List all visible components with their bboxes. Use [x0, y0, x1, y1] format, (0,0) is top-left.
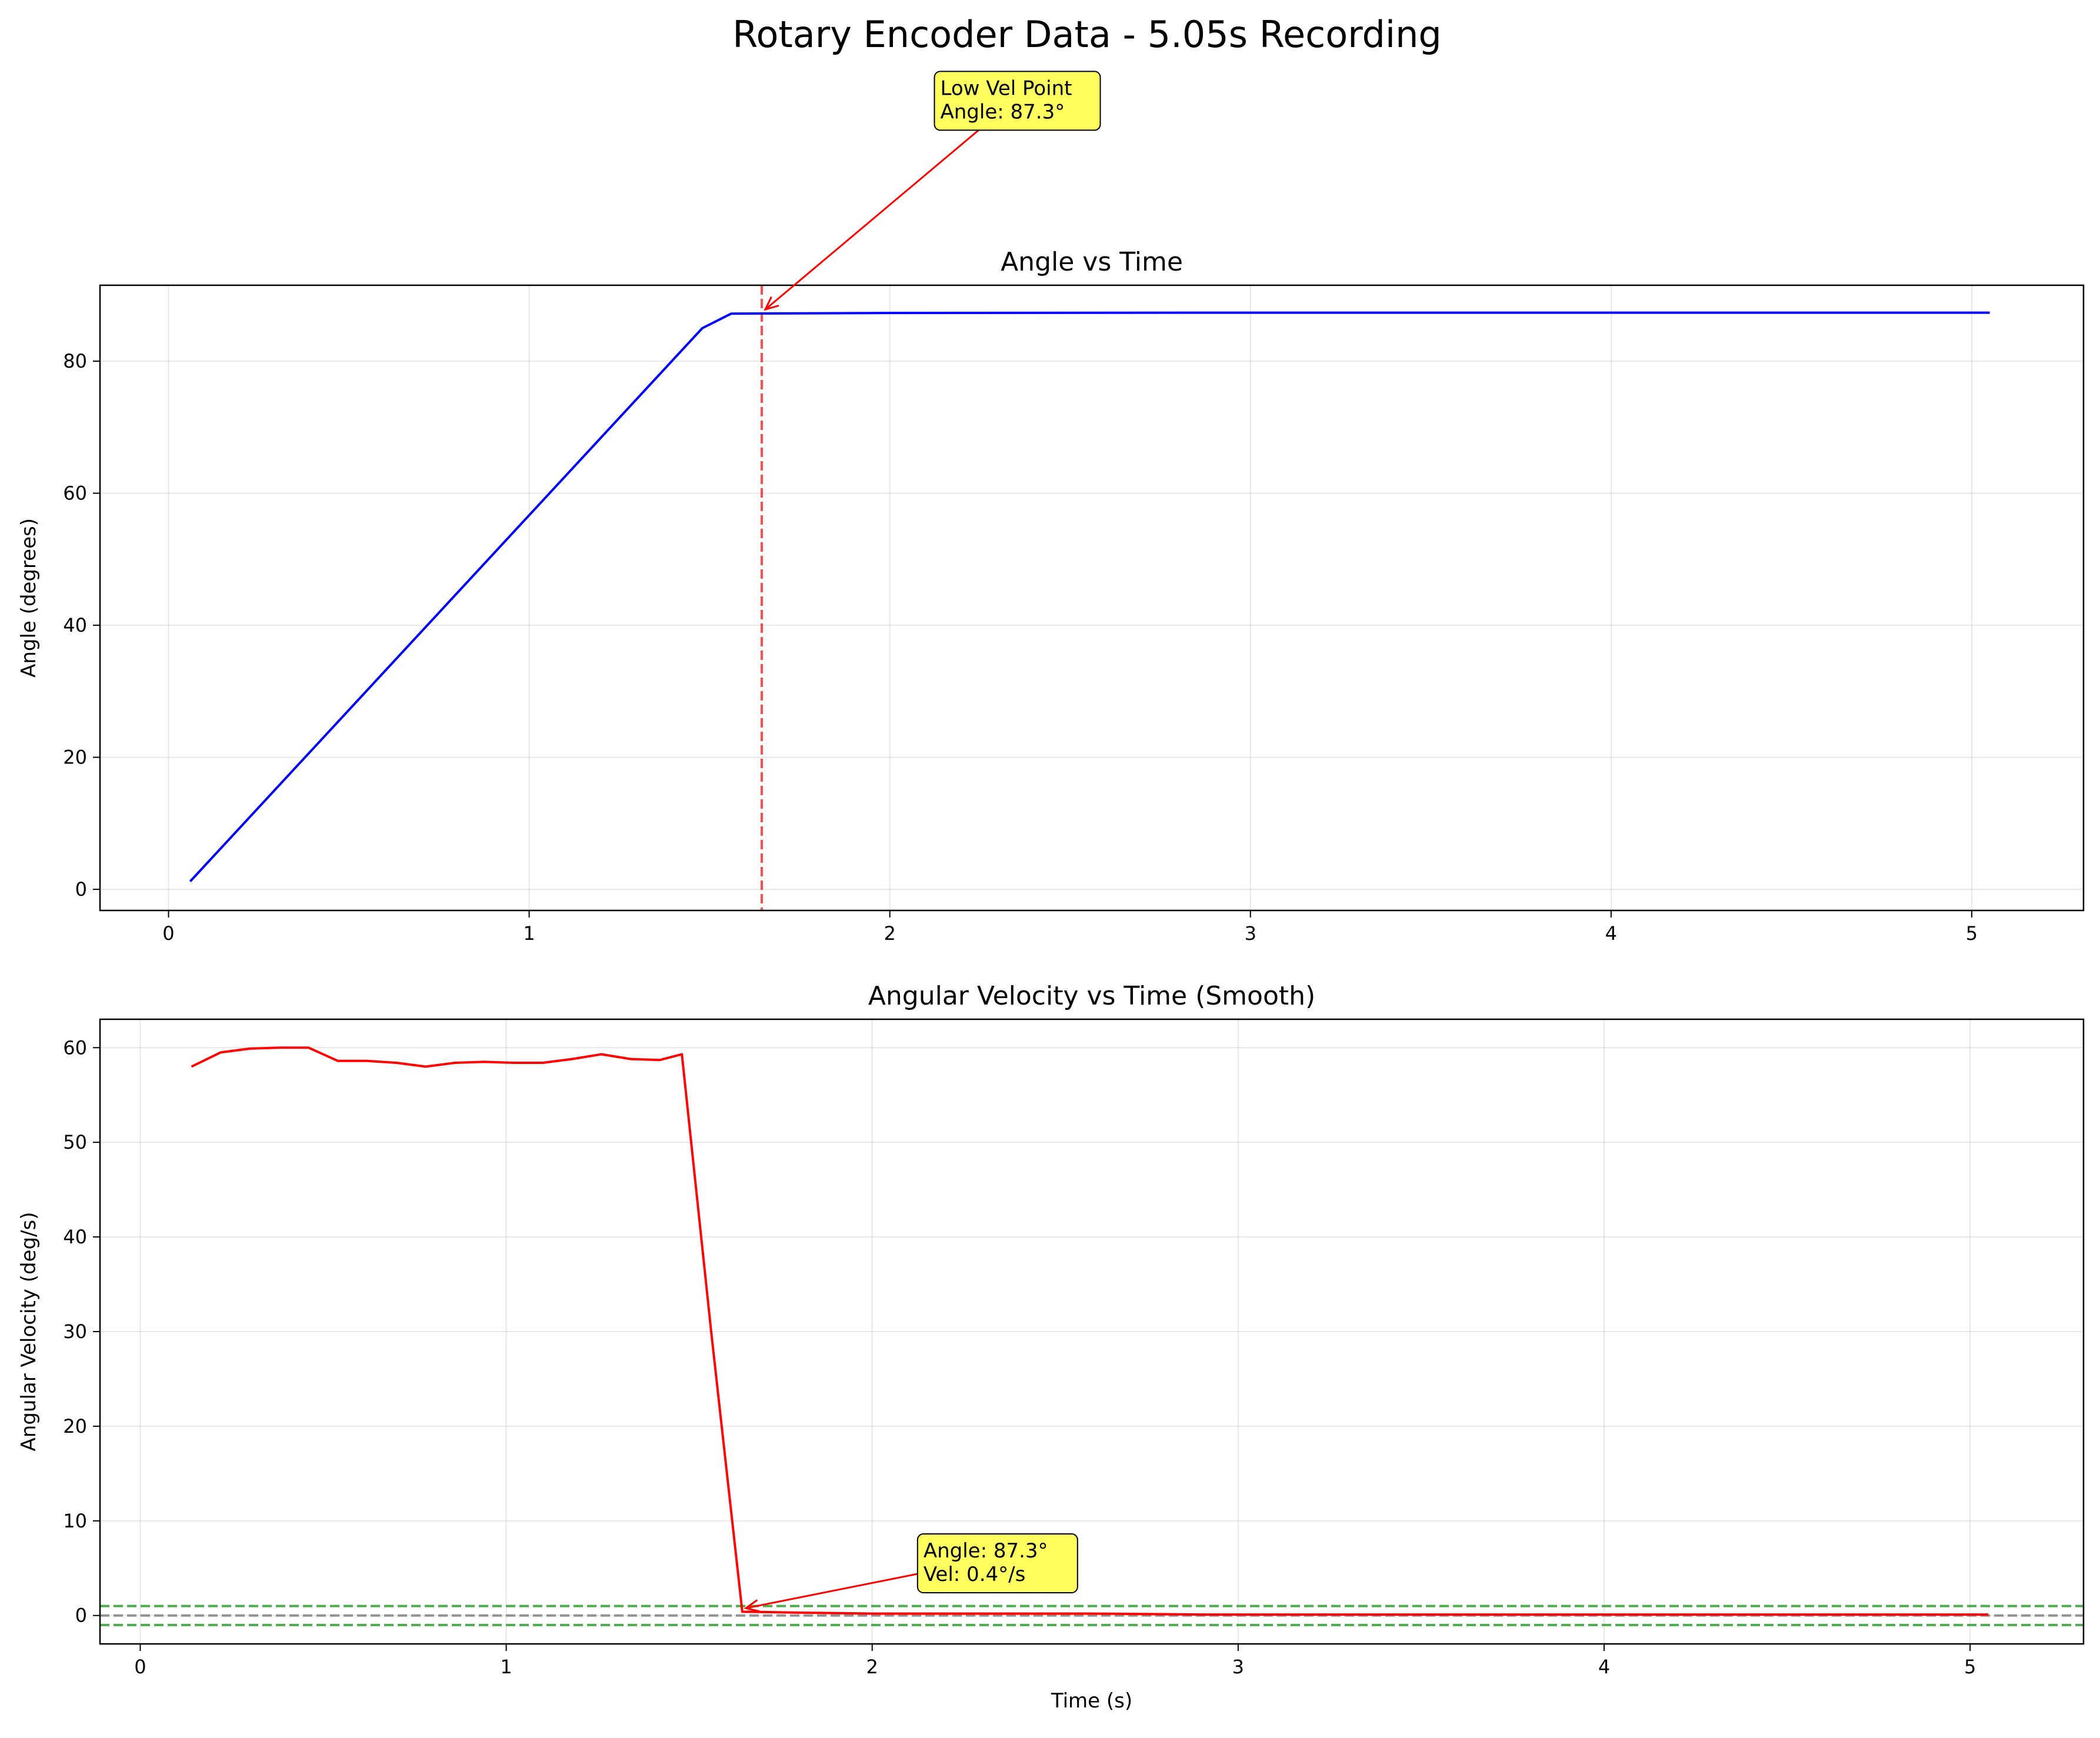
- angle-y-tick-label: 40: [63, 614, 87, 636]
- angle-series: [189, 311, 1990, 882]
- angle-annotation-text: Angle: 87.3°: [941, 100, 1065, 124]
- velocity-y-tick-label: 0: [75, 1604, 87, 1627]
- angle-annotation-arrowhead: [764, 296, 779, 311]
- angle-subplot: 0 1 2 3 4 5 0 20 40 60 80 Angle vs Time Angle (de…: [17, 71, 2085, 945]
- angle-plot-frame: [99, 284, 2085, 912]
- velocity-y-tick-label: 10: [63, 1510, 87, 1532]
- velocity-x-tick-label: 1: [500, 1656, 512, 1678]
- velocity-x-tick-label: 0: [134, 1656, 146, 1678]
- velocity-annotation-text: Vel: 0.4°/s: [924, 1563, 1026, 1586]
- velocity-x-axis-label: Time (s): [1051, 1689, 1132, 1713]
- angle-annotation-arrow: [765, 129, 979, 311]
- angle-grid: [100, 285, 2084, 910]
- velocity-x-tick-label: 2: [866, 1656, 878, 1678]
- figure-suptitle: Rotary Encoder Data - 5.05s Recording: [732, 13, 1442, 56]
- angle-y-tick-label: 60: [63, 482, 87, 505]
- angle-y-axis-label: Angle (degrees): [17, 518, 41, 678]
- angle-x-tick-label: 1: [523, 922, 535, 945]
- velocity-x-ticks: 0 1 2 3 4 5: [134, 1644, 1976, 1678]
- angle-plot-title: Angle vs Time: [1001, 247, 1183, 277]
- angle-y-tick-label: 20: [63, 746, 87, 769]
- velocity-y-tick-label: 50: [63, 1131, 87, 1153]
- angle-series-line: [189, 311, 1990, 882]
- velocity-y-ticks: 0 10 20 30 40 50 60: [63, 1036, 100, 1627]
- velocity-annotation-box: [916, 1533, 1078, 1593]
- velocity-y-axis-label: Angular Velocity (deg/s): [17, 1212, 41, 1452]
- velocity-x-tick-label: 3: [1232, 1656, 1244, 1678]
- angle-y-tick-label: 80: [63, 350, 87, 372]
- velocity-x-tick-label: 4: [1598, 1656, 1610, 1678]
- angle-x-tick-label: 0: [162, 922, 174, 945]
- angle-x-ticks: 0 1 2 3 4 5: [162, 910, 1978, 945]
- angle-x-tick-label: 2: [884, 922, 895, 945]
- angle-x-tick-label: 4: [1605, 922, 1617, 945]
- velocity-y-tick-label: 40: [63, 1226, 87, 1248]
- velocity-plot-title: Angular Velocity vs Time (Smooth): [868, 981, 1315, 1011]
- velocity-annotation-text: Angle: 87.3°: [924, 1539, 1048, 1563]
- velocity-y-tick-label: 60: [63, 1036, 87, 1059]
- angle-y-tick-label: 0: [75, 878, 87, 900]
- velocity-x-tick-label: 5: [1964, 1656, 1976, 1678]
- velocity-annotation-arrowhead: [744, 1599, 760, 1613]
- angle-y-ticks: 0 20 40 60 80: [63, 350, 100, 900]
- velocity-y-tick-label: 30: [63, 1320, 87, 1343]
- velocity-grid: [100, 1019, 2084, 1644]
- angle-annotation-box: [934, 71, 1101, 131]
- velocity-series: [191, 1046, 1989, 1616]
- velocity-series-line: [191, 1046, 1989, 1616]
- velocity-y-tick-label: 20: [63, 1415, 87, 1437]
- velocity-annotation-arrow: [745, 1573, 918, 1609]
- angle-annotation-text: Low Vel Point: [941, 76, 1072, 100]
- angle-x-tick-label: 5: [1966, 922, 1978, 945]
- velocity-annotation: Angle: 87.3°Vel: 0.4°/s: [744, 1533, 1078, 1613]
- angle-x-tick-label: 3: [1245, 922, 1256, 945]
- velocity-subplot: 0 1 2 3 4 5 0 10 20 30 40 50 60 Angular Velocity vs…: [17, 981, 2085, 1713]
